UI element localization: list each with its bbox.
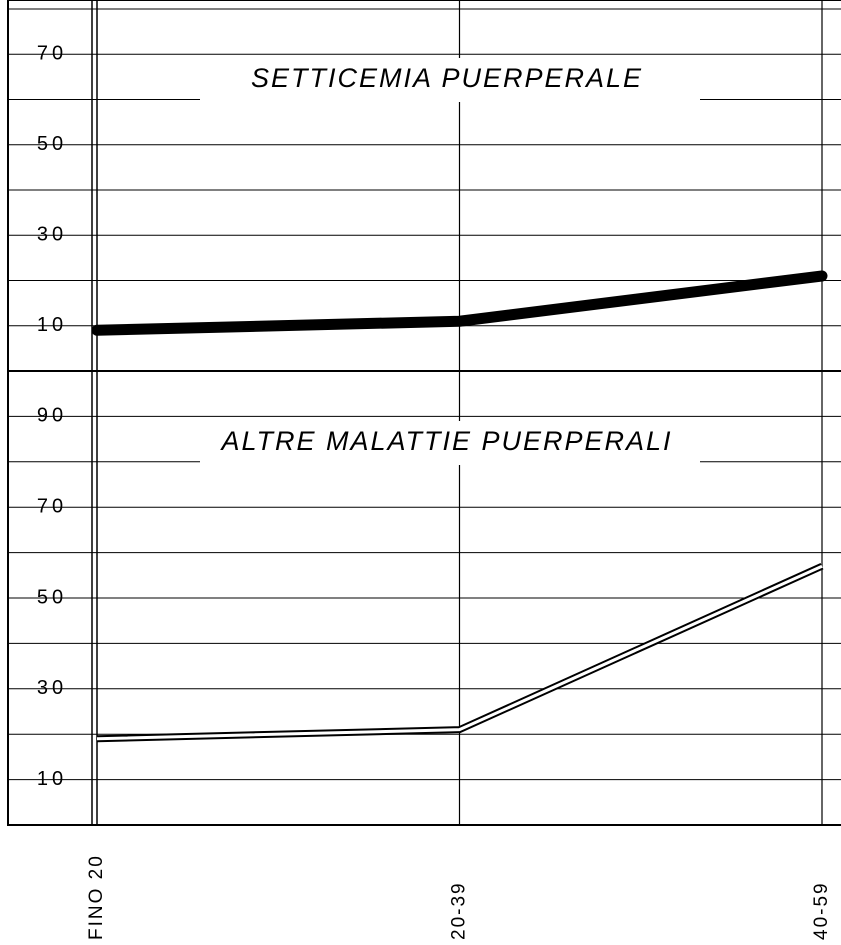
y-tick-label: 30: [37, 677, 67, 699]
y-tick-label: 10: [37, 314, 67, 336]
series-line: [91, 270, 828, 336]
y-tick-label: 50: [37, 133, 67, 155]
y-tick-label: 30: [37, 224, 67, 246]
x-tick-label: 20-39: [449, 881, 470, 940]
y-tick-label: 10: [37, 768, 67, 790]
y-tick-label: 70: [37, 495, 67, 517]
y-tick-label: 90: [37, 405, 67, 427]
x-tick-label: FINO 20: [86, 854, 107, 940]
series-line-inner: [96, 564, 823, 741]
title-background: [200, 421, 700, 465]
title-background: [200, 58, 700, 102]
x-tick-label: 40-59: [811, 881, 832, 940]
frame: [7, 0, 841, 826]
y-tick-label: 50: [37, 586, 67, 608]
y-tick-label: 70: [37, 43, 67, 65]
panel-title: SETTICEMIA PUERPERALE: [251, 63, 643, 93]
panel-title: ALTRE MALATTIE PUERPERALI: [219, 426, 672, 456]
